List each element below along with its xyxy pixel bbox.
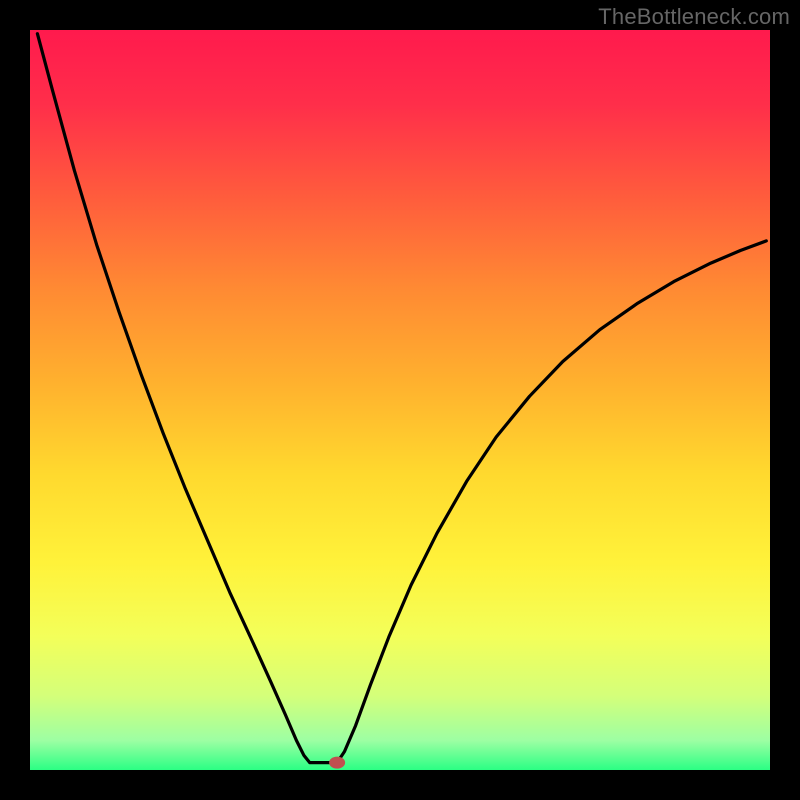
chart-frame: TheBottleneck.com	[0, 0, 800, 800]
optimal-point-marker	[329, 757, 345, 769]
plot-svg	[30, 30, 770, 770]
plot-area	[30, 30, 770, 770]
watermark-text: TheBottleneck.com	[598, 4, 790, 30]
gradient-background	[30, 30, 770, 770]
